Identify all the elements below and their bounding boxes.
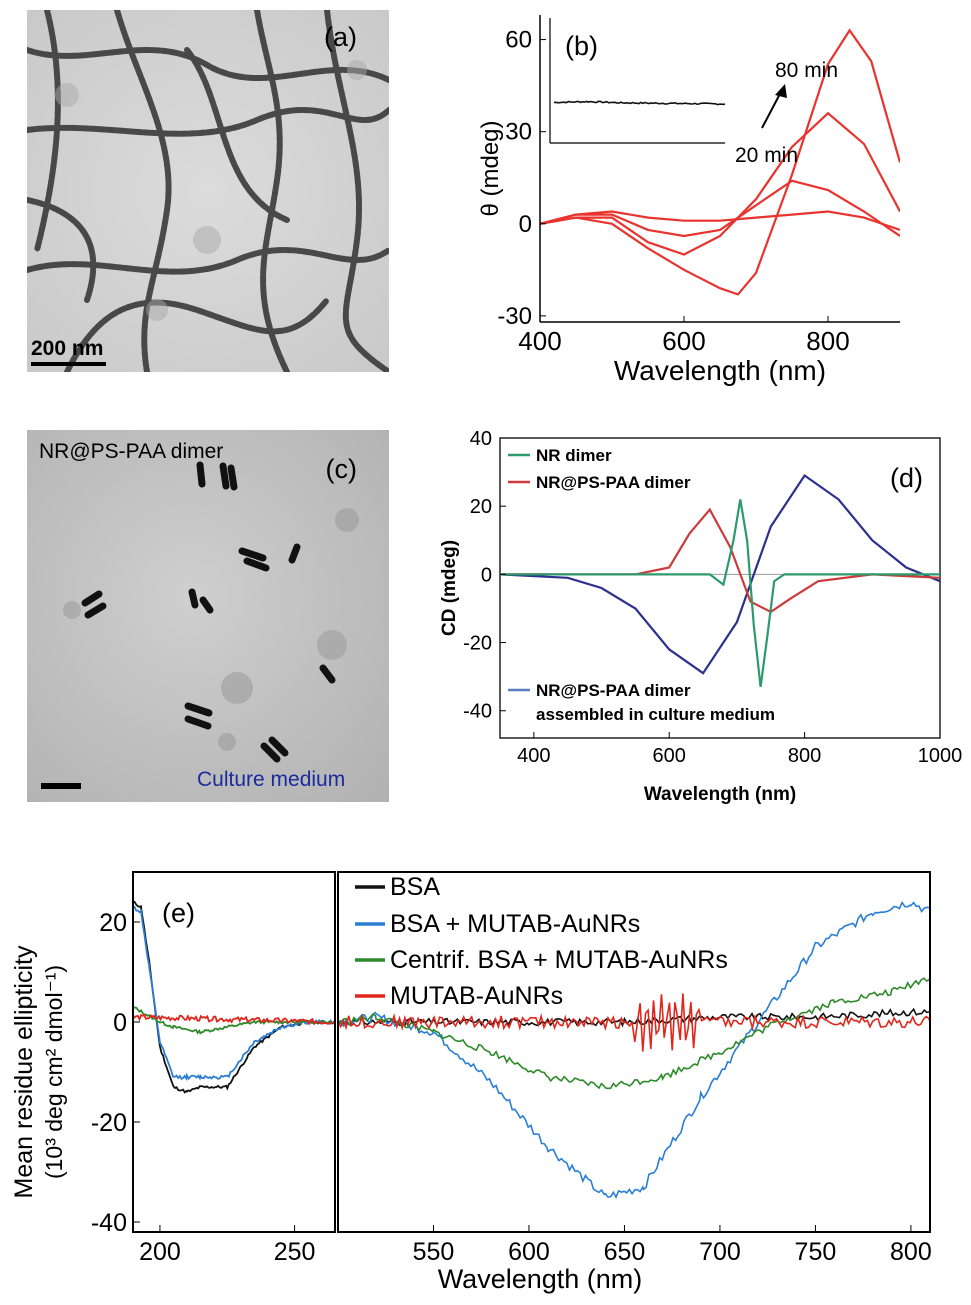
y-axis-label: Mean residue ellipticity bbox=[10, 945, 38, 1198]
panel-letter-b: (b) bbox=[565, 31, 598, 61]
y-tick-label: 0 bbox=[481, 564, 492, 586]
panel-c: NR@PS-PAA dimer (c) Culture medium bbox=[27, 430, 389, 802]
y-axis-label: CD (mdeg) bbox=[439, 540, 460, 636]
arrow-shaft bbox=[761, 89, 783, 129]
annotation-20min: 20 min bbox=[735, 144, 798, 167]
panel-letter-d: (d) bbox=[890, 463, 923, 493]
y-tick-label: 60 bbox=[505, 27, 532, 54]
x-tick-label: 800 bbox=[806, 326, 849, 356]
series-left-2 bbox=[133, 905, 335, 1081]
panel-a: (a) 200 nm bbox=[24, 7, 392, 375]
series-left-4 bbox=[133, 1013, 335, 1026]
x-tick-label-right: 750 bbox=[795, 1238, 837, 1266]
series-left-3 bbox=[133, 1005, 335, 1035]
y-tick-label: 20 bbox=[99, 909, 127, 937]
plot-frame-left bbox=[132, 871, 336, 1233]
x-tick-label: 400 bbox=[517, 745, 550, 767]
panel-c-caption: Culture medium bbox=[197, 768, 345, 791]
series-right-3 bbox=[338, 976, 930, 1090]
x-axis-label: Wavelength (nm) bbox=[614, 355, 826, 386]
y-axis-units: (10³ deg cm² dmol⁻¹) bbox=[41, 965, 67, 1179]
plot-frame bbox=[499, 437, 941, 739]
y-tick-label: 20 bbox=[470, 496, 492, 518]
x-tick-label-right: 550 bbox=[413, 1238, 455, 1266]
y-tick-label: 40 bbox=[470, 428, 492, 450]
x-axis-label: Wavelength (nm) bbox=[644, 784, 796, 805]
x-tick-label-right: 800 bbox=[890, 1238, 932, 1266]
x-tick-label: 600 bbox=[653, 745, 686, 767]
y-tick-label: -40 bbox=[91, 1209, 127, 1237]
y-tick-label: -20 bbox=[91, 1109, 127, 1137]
panel-letter-c: (c) bbox=[326, 454, 357, 484]
arrow-head bbox=[775, 84, 787, 98]
series-left-1 bbox=[133, 900, 335, 1094]
x-tick-label: 800 bbox=[788, 745, 821, 767]
y-tick-label: -30 bbox=[497, 303, 532, 330]
y-tick-label: 30 bbox=[505, 119, 532, 146]
legend-label-nr-dimer: NR dimer bbox=[536, 446, 612, 465]
panel-c-title: NR@PS-PAA dimer bbox=[39, 440, 223, 463]
panel-letter-e: (e) bbox=[162, 898, 195, 928]
scale-bar-label: 200 nm bbox=[31, 337, 103, 360]
x-tick-label-right: 600 bbox=[508, 1238, 550, 1266]
y-axis-label: θ (mdeg) bbox=[477, 120, 504, 216]
x-axis-label: Wavelength (nm) bbox=[438, 1264, 643, 1294]
x-tick-label: 600 bbox=[662, 326, 705, 356]
series-line-1 bbox=[540, 210, 900, 231]
series-line-2 bbox=[500, 507, 941, 614]
panel-d: 40 20 0 -20 -40 400 600 800 1000 Wavelength (nm) C… bbox=[420, 420, 965, 820]
legend-label-ps-paa: NR@PS-PAA dimer bbox=[536, 473, 691, 492]
scale-bar-c bbox=[41, 783, 81, 789]
panel-letter-a: (a) bbox=[324, 22, 357, 52]
legend-label-2: BSA + MUTAB-AuNRs bbox=[390, 910, 640, 938]
tem-image-c: NR@PS-PAA dimer (c) Culture medium bbox=[27, 430, 389, 802]
x-tick-label-left: 200 bbox=[139, 1238, 181, 1266]
y-tick-label: 0 bbox=[113, 1009, 127, 1037]
series-line-2 bbox=[540, 179, 900, 238]
y-tick-label: -20 bbox=[463, 633, 492, 655]
series-line-4 bbox=[540, 28, 900, 296]
y-tick-label: -40 bbox=[463, 701, 492, 723]
plot-frame-right bbox=[337, 871, 931, 1233]
legend-label-4: MUTAB-AuNRs bbox=[390, 982, 563, 1010]
x-tick-label: 400 bbox=[518, 326, 561, 356]
y-tick-label: 0 bbox=[519, 211, 532, 238]
series-line-3 bbox=[540, 111, 900, 256]
series-line-3 bbox=[499, 473, 941, 675]
inset-line bbox=[553, 100, 726, 106]
x-tick-label: 1000 bbox=[918, 745, 963, 767]
series-line-1 bbox=[500, 499, 940, 688]
chart-d: 40 20 0 -20 -40 400 600 800 1000 Wavelength (nm) C… bbox=[439, 428, 963, 805]
series-right-2 bbox=[338, 900, 930, 1200]
x-tick-label-right: 700 bbox=[699, 1238, 741, 1266]
legend-label-1: BSA bbox=[390, 873, 440, 901]
x-tick-label-right: 650 bbox=[604, 1238, 646, 1266]
x-tick-label-left: 250 bbox=[274, 1238, 316, 1266]
panel-b: 60 30 0 -30 400 600 800 Wavelength (nm) θ (mdeg)… bbox=[470, 10, 910, 390]
legend-label-culture-2: assembled in culture medium bbox=[536, 705, 775, 724]
annotation-80min: 80 min bbox=[775, 59, 838, 82]
legend-label-3: Centrif. BSA + MUTAB-AuNRs bbox=[390, 946, 728, 974]
tem-image-a: (a) 200 nm bbox=[24, 7, 392, 375]
legend-label-culture-1: NR@PS-PAA dimer bbox=[536, 681, 691, 700]
series-right-4 bbox=[338, 993, 930, 1052]
panel-e: 20 0 -20 -40 200 250 550 600 650 700 750 800 Wavelen… bbox=[0, 850, 960, 1300]
scale-bar bbox=[31, 362, 106, 366]
